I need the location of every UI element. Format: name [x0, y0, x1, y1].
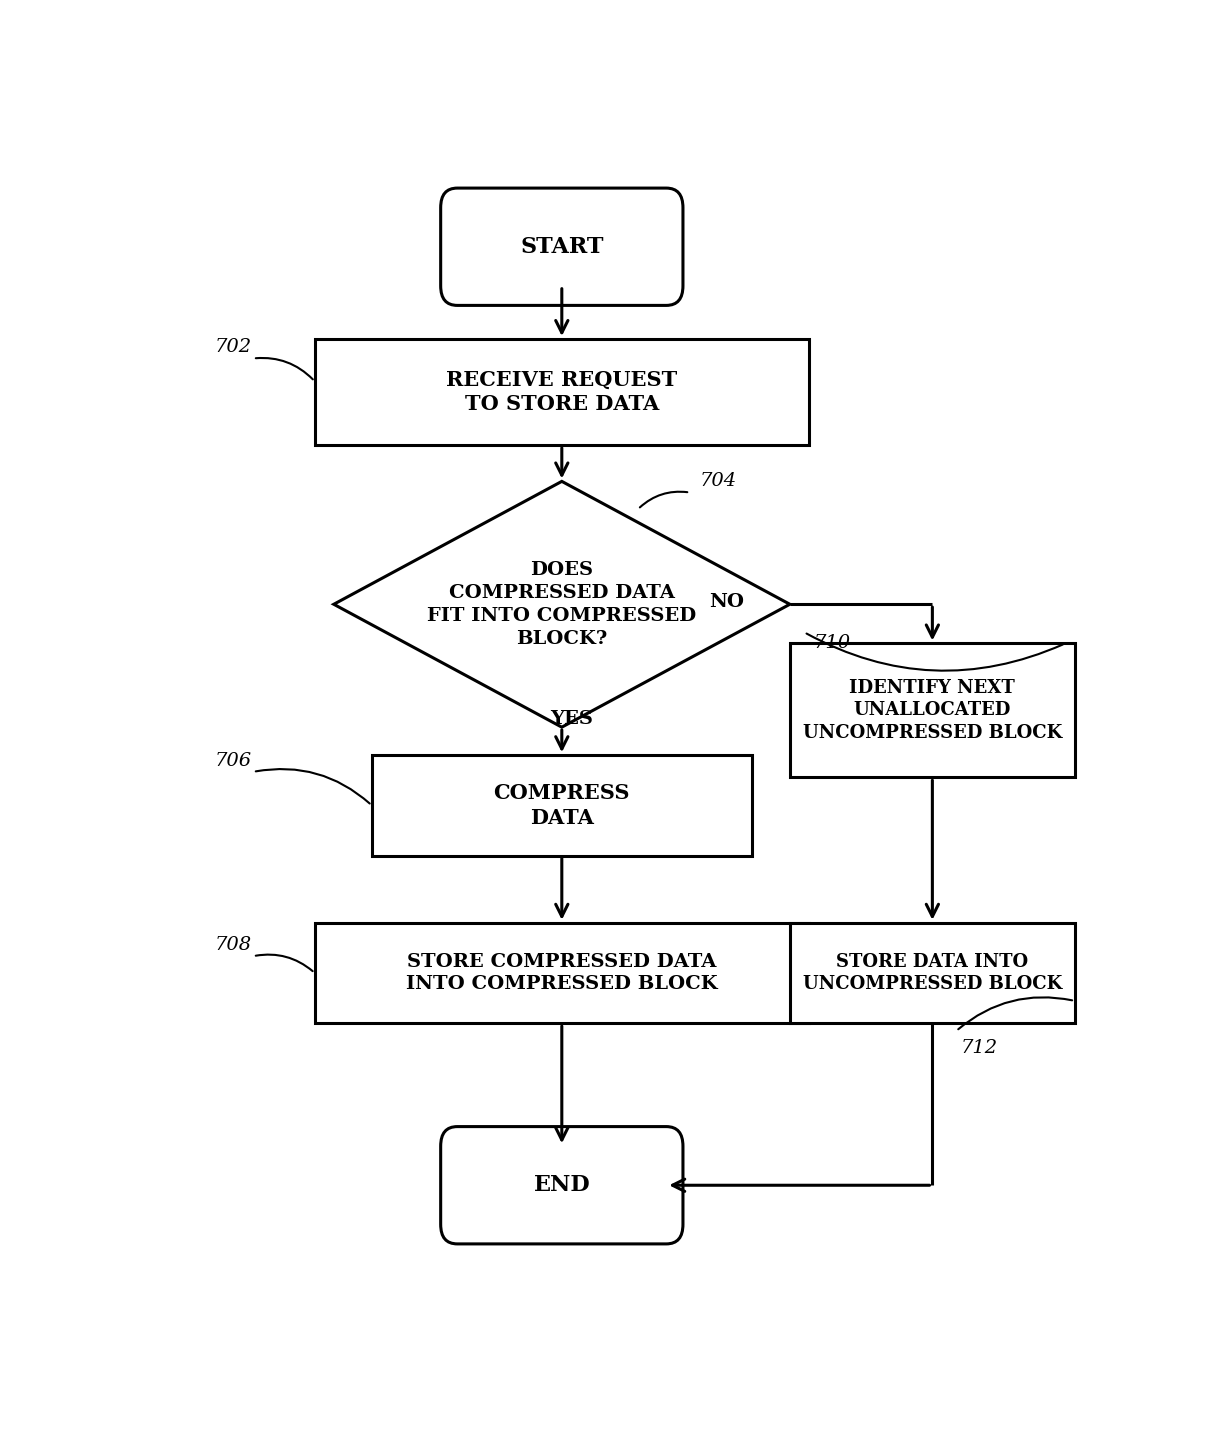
Text: 706: 706 [215, 752, 253, 769]
Polygon shape [333, 482, 790, 727]
Bar [790, 643, 1075, 778]
Bar [315, 340, 809, 445]
Text: 710: 710 [814, 634, 851, 653]
Text: 712: 712 [961, 1039, 998, 1056]
Text: IDENTIFY NEXT
UNALLOCATED
UNCOMPRESSED BLOCK: IDENTIFY NEXT UNALLOCATED UNCOMPRESSED B… [803, 679, 1062, 741]
Text: STORE COMPRESSED DATA
INTO COMPRESSED BLOCK: STORE COMPRESSED DATA INTO COMPRESSED BL… [406, 953, 717, 992]
Text: COMPRESS
DATA: COMPRESS DATA [494, 784, 630, 827]
Text: DOES
COMPRESSED DATA
FIT INTO COMPRESSED
BLOCK?: DOES COMPRESSED DATA FIT INTO COMPRESSED… [427, 562, 696, 647]
Bar [371, 755, 752, 856]
Text: RECEIVE REQUEST
TO STORE DATA: RECEIVE REQUEST TO STORE DATA [446, 370, 678, 415]
Text: 708: 708 [215, 936, 253, 955]
Bar [315, 923, 809, 1023]
Text: START: START [520, 235, 603, 258]
Text: STORE DATA INTO
UNCOMPRESSED BLOCK: STORE DATA INTO UNCOMPRESSED BLOCK [803, 953, 1062, 992]
Text: 702: 702 [215, 338, 253, 357]
Text: YES: YES [550, 711, 592, 728]
Text: NO: NO [709, 593, 744, 611]
Bar [790, 923, 1075, 1023]
FancyBboxPatch shape [440, 1126, 683, 1244]
FancyBboxPatch shape [440, 189, 683, 305]
Text: 704: 704 [700, 473, 737, 490]
Text: END: END [533, 1174, 590, 1196]
